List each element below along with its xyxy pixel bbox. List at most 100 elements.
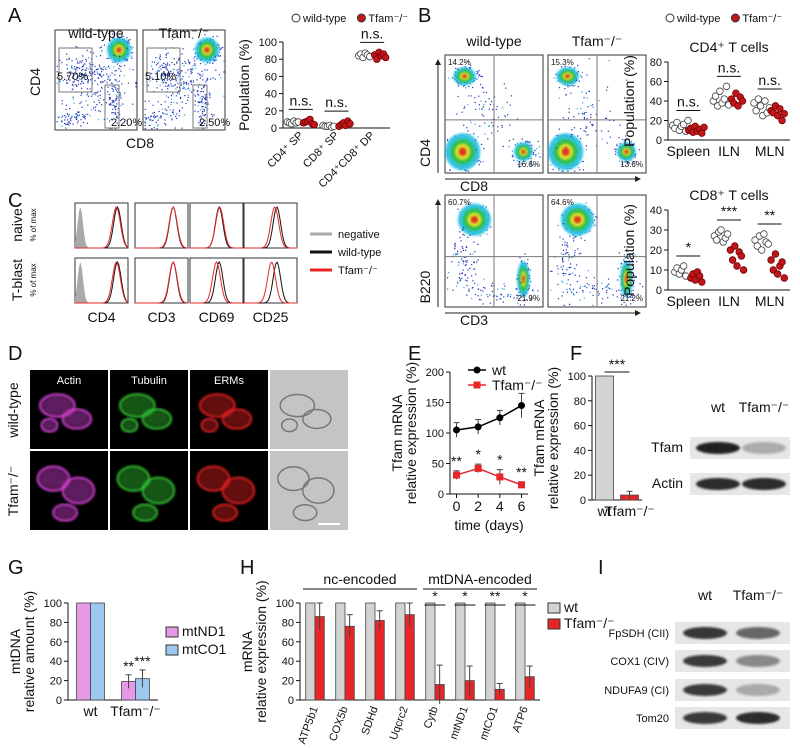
flow-event — [564, 241, 566, 243]
flow-event — [160, 75, 162, 78]
flow-event — [470, 95, 472, 97]
flow-event — [164, 73, 166, 76]
cell-outline — [302, 477, 335, 504]
flow-event — [469, 134, 471, 136]
flow-event — [80, 119, 82, 121]
flow-event — [629, 296, 632, 298]
cell-fill — [213, 504, 237, 521]
flow-event — [563, 304, 565, 306]
flow-event — [629, 262, 631, 264]
flow-event — [569, 66, 571, 68]
flow-event — [484, 133, 486, 135]
flow-event — [116, 81, 118, 83]
data-point — [453, 471, 460, 479]
flow-event — [185, 84, 188, 86]
flow-event — [561, 258, 564, 260]
flow-event — [163, 66, 165, 69]
blot-label: NDUFA9 (CI) — [604, 685, 669, 697]
flow-event — [113, 105, 116, 107]
row-label: T-blast — [9, 259, 25, 301]
flow-event — [197, 101, 199, 103]
flow-event — [478, 76, 480, 78]
flow-event — [155, 56, 157, 59]
flow-event — [165, 74, 167, 76]
flow-event — [106, 66, 108, 68]
x-tick-label: mtND1 — [448, 705, 471, 741]
flow-event — [475, 108, 477, 111]
flow-event — [578, 275, 581, 277]
flow-event — [595, 288, 597, 290]
flow-event — [150, 115, 152, 117]
flow-event — [84, 79, 86, 81]
x-tick-label: MLN — [755, 143, 785, 159]
flow-event — [199, 121, 201, 123]
flow-event — [501, 126, 503, 128]
flow-event — [90, 79, 92, 81]
flow-event — [83, 74, 85, 76]
flow-event — [156, 128, 158, 130]
flow-event — [175, 88, 177, 90]
flow-event — [65, 127, 67, 129]
flow-event — [166, 77, 168, 80]
flow-event — [642, 286, 644, 288]
flow-event — [78, 62, 80, 64]
flow-event — [623, 301, 625, 304]
flow-event — [164, 66, 166, 68]
flow-event — [497, 288, 499, 290]
flow-event — [635, 161, 637, 163]
flow-event — [159, 54, 161, 56]
cell-fill — [142, 409, 171, 429]
y-axis-label: relative expression (%) — [253, 580, 269, 722]
flow-event — [514, 144, 517, 146]
flow-event — [582, 160, 584, 163]
flow-event — [493, 96, 496, 98]
cell-outline — [277, 466, 310, 492]
flow-event — [472, 86, 474, 89]
flow-event — [80, 74, 82, 76]
flow-event — [167, 106, 170, 108]
flow-event — [598, 99, 600, 102]
flow-event — [96, 71, 98, 73]
flow-event — [574, 249, 576, 252]
flow-event — [75, 45, 77, 48]
flow-event — [516, 297, 518, 299]
flow-event — [196, 79, 198, 81]
x-tick-label: 0 — [453, 498, 461, 514]
cell-fill — [62, 477, 94, 504]
flow-event — [198, 122, 200, 124]
bar — [455, 602, 466, 701]
flow-event — [204, 98, 206, 100]
legend-label: wild-type — [302, 13, 346, 25]
flow-event — [112, 89, 114, 91]
flow-plot — [142, 29, 226, 131]
gate-percent: 2.20% — [111, 117, 142, 129]
flow-event — [102, 74, 105, 76]
flow-event — [161, 112, 164, 114]
flow-event — [156, 115, 158, 117]
flow-event — [182, 48, 184, 50]
flow-event — [459, 280, 461, 282]
flow-event — [574, 235, 576, 237]
flow-event — [203, 122, 206, 125]
chart-title: CD8⁺ T cells — [689, 187, 768, 203]
flow-event — [99, 94, 101, 96]
flow-event — [167, 77, 169, 79]
annotation: *** — [609, 356, 626, 372]
flow-event — [478, 298, 480, 301]
flow-event — [66, 53, 68, 55]
flow-event — [58, 116, 60, 118]
flow-event — [479, 125, 481, 127]
flow-event — [101, 87, 103, 90]
flow-event — [513, 159, 515, 161]
axis-label: B220 — [417, 270, 433, 303]
flow-event — [94, 109, 96, 111]
flow-event — [202, 73, 204, 75]
flow-event — [456, 285, 458, 287]
flow-event — [166, 62, 169, 64]
flow-event — [116, 103, 118, 105]
flow-event — [459, 273, 461, 275]
flow-event — [174, 127, 176, 129]
flow-event — [144, 114, 146, 116]
flow-event — [497, 295, 499, 298]
bar — [404, 614, 415, 701]
